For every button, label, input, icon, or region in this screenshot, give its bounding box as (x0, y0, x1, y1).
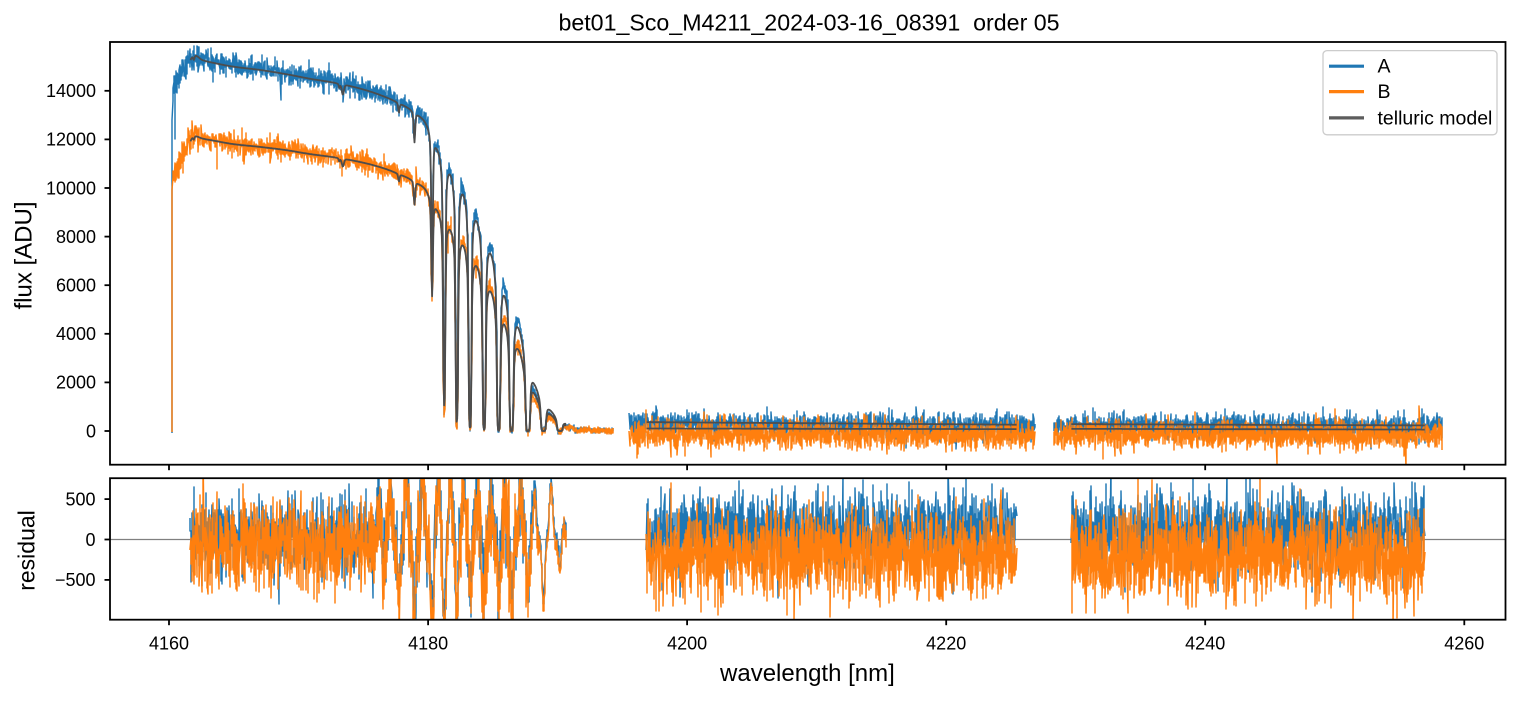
svg-text:4000: 4000 (56, 324, 96, 344)
svg-text:4260: 4260 (1444, 634, 1484, 654)
svg-text:wavelength [nm]: wavelength [nm] (719, 660, 895, 687)
svg-text:4160: 4160 (149, 634, 189, 654)
svg-text:2000: 2000 (56, 373, 96, 393)
svg-text:0: 0 (85, 530, 95, 550)
svg-text:bet01_Sco_M4211_2024-03-16_083: bet01_Sco_M4211_2024-03-16_08391 order 0… (558, 10, 1059, 36)
svg-text:4200: 4200 (667, 634, 707, 654)
svg-text:10000: 10000 (46, 178, 96, 198)
svg-text:6000: 6000 (56, 276, 96, 296)
svg-text:4220: 4220 (926, 634, 966, 654)
svg-text:flux [ADU]: flux [ADU] (11, 201, 38, 309)
svg-text:4180: 4180 (408, 634, 448, 654)
svg-text:residual: residual (14, 510, 40, 591)
svg-text:500: 500 (65, 489, 95, 509)
svg-text:12000: 12000 (46, 130, 96, 150)
svg-text:B: B (1378, 81, 1391, 103)
svg-text:telluric model: telluric model (1378, 107, 1493, 129)
svg-text:0: 0 (86, 421, 96, 441)
svg-text:A: A (1378, 56, 1391, 78)
svg-text:8000: 8000 (56, 227, 96, 247)
svg-text:−500: −500 (55, 570, 96, 590)
svg-text:14000: 14000 (46, 81, 96, 101)
svg-text:4240: 4240 (1185, 634, 1225, 654)
